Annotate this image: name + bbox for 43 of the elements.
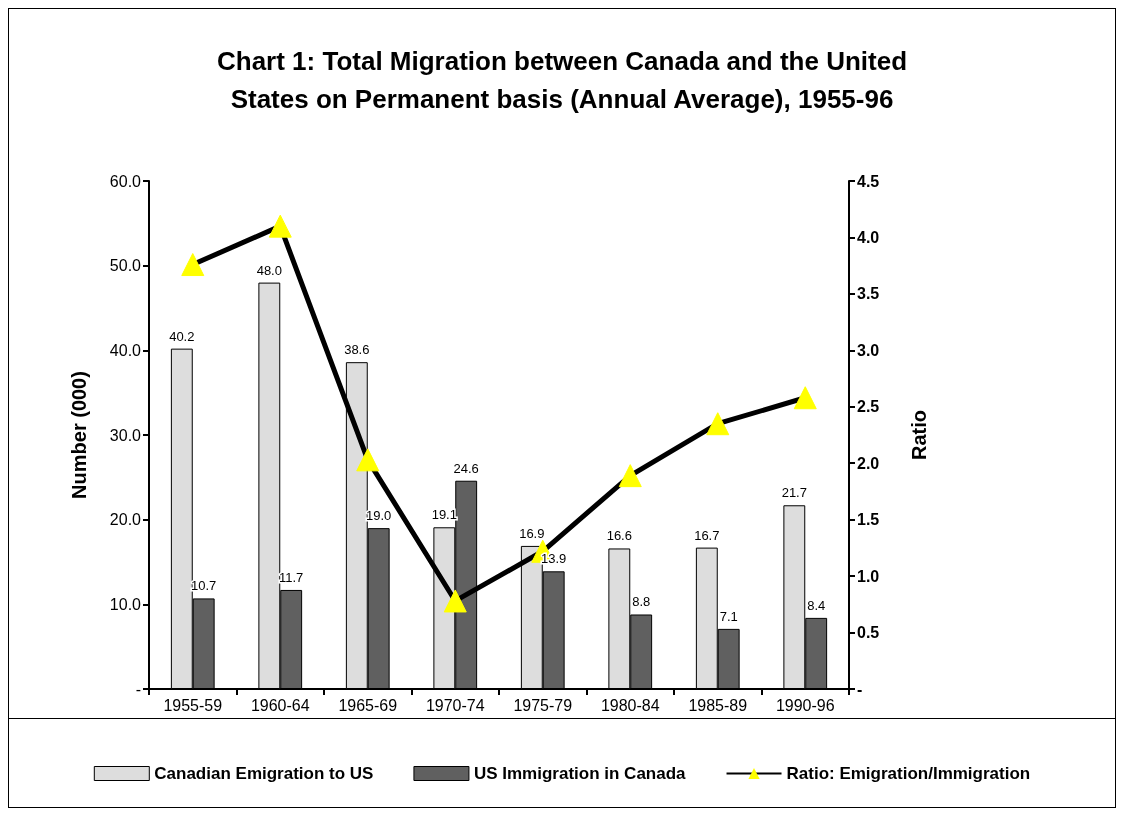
y-tick-label: 10.0 [109,595,142,613]
data-label: 16.7 [694,527,720,543]
y2-tick-label: 0.5 [857,624,880,642]
data-label: 16.6 [606,528,632,544]
chart-title: Chart 1: Total Migration between Canada and the United States on Permanent basis (Annual Average), 1955-96 [216,46,908,114]
x-tick-label: 1990-96 [775,696,835,714]
x-tick-label: 1975-79 [513,696,573,714]
y-tick-label: 20.0 [109,511,142,529]
y2-tick-label: 3.0 [857,341,880,359]
x-tick-label: 1970-74 [425,696,485,714]
x-tick-label: 1960-64 [250,696,310,714]
data-label: 7.1 [719,608,738,624]
y2-tick-label: 1.0 [857,567,880,585]
y2-axis-title: Ratio [908,410,930,460]
data-label: 40.2 [169,328,195,344]
legend-label: Canadian Emigration to US [154,764,374,783]
y-axis-title: Number (000) [68,371,90,499]
data-label: 38.6 [344,342,370,358]
y-tick-label: 50.0 [109,257,142,275]
y2-tick-label: 3.5 [857,285,880,303]
data-label: 21.7 [781,485,807,501]
data-label: 11.7 [279,569,304,585]
legend-label: Ratio: Emigration/Immigration [786,764,1031,783]
x-tick-label: 1985-89 [688,696,748,714]
data-label: 8.8 [632,594,651,610]
y2-tick-label: 4.5 [857,172,880,190]
x-tick-label: 1955-59 [163,696,223,714]
x-tick-label: 1965-69 [338,696,398,714]
y2-tick-label: - [857,680,863,698]
y2-tick-label: 2.0 [857,454,880,472]
data-label: 48.0 [256,262,282,278]
y-tick-label: 40.0 [109,341,142,359]
x-tick-label: 1980-84 [600,696,660,714]
data-label: 16.9 [519,525,545,541]
y-tick-label: - [135,680,141,698]
y2-tick-label: 1.5 [857,511,880,529]
y2-tick-label: 2.5 [857,398,880,416]
y2-tick-label: 4.0 [857,228,880,246]
y-tick-label: 60.0 [109,172,142,190]
legend-label: US Immigration in Canada [473,764,687,783]
y-tick-label: 30.0 [109,426,142,444]
data-label: 8.4 [807,597,826,613]
data-label: 24.6 [453,460,479,476]
